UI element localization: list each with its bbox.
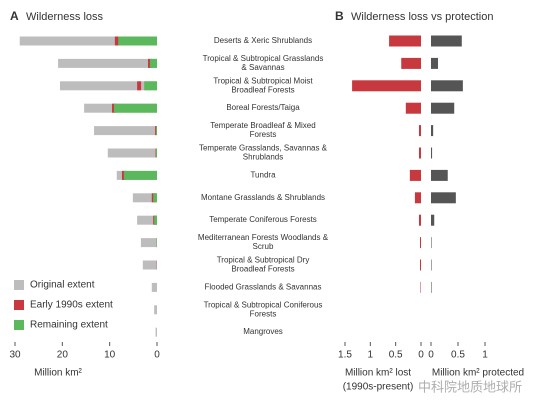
bar [140, 238, 157, 248]
category-label: Montane Grasslands & Shrublands [201, 193, 325, 202]
bar [19, 36, 157, 46]
x-tick-label: 10 [104, 350, 116, 361]
legend-swatch [14, 300, 24, 310]
bar [114, 36, 119, 46]
bar [352, 80, 421, 92]
x-tick-label: 1.5 [338, 350, 352, 361]
bar [113, 103, 157, 113]
bar [431, 147, 433, 159]
x-axis-label: (1990s-present) [343, 382, 414, 393]
category-label: Tropical & Subtropical Moist Broadleaf Fo… [213, 76, 313, 94]
x-tick-label: 30 [9, 350, 21, 361]
watermark: 中科院地质地球所 [418, 379, 522, 394]
x-tick-label: 20 [57, 350, 69, 361]
bar [132, 193, 157, 203]
bar [431, 125, 434, 137]
bar [419, 259, 421, 271]
category-label: Temperate Coniferous Forests [209, 215, 317, 224]
bar [59, 81, 157, 91]
category-label: Boreal Forests/Taiga [226, 103, 300, 112]
bar [418, 147, 421, 159]
bar [156, 148, 157, 158]
bar [431, 214, 435, 226]
bar [58, 58, 157, 68]
x-axis-label: Million km² [34, 368, 82, 379]
bar [431, 281, 432, 293]
bar [431, 102, 455, 114]
chart-title: Wilderness loss vs protection [351, 11, 493, 23]
category-label: Deserts & Xeric Shrublands [214, 36, 312, 45]
bar [151, 282, 157, 292]
bar [431, 237, 432, 249]
bar [118, 36, 157, 46]
legend-label: Early 1990s extent [30, 300, 113, 311]
bar [420, 281, 421, 293]
bar [137, 81, 142, 91]
x-tick-label: 0.5 [389, 350, 403, 361]
bar [144, 81, 157, 91]
bar [418, 214, 421, 226]
bar [431, 57, 439, 69]
legend-swatch [14, 280, 24, 290]
category-label: Mangroves [243, 327, 283, 336]
bar [409, 169, 421, 181]
bar [137, 215, 157, 225]
bar [419, 237, 421, 249]
x-tick-label: 1 [368, 350, 374, 361]
x-axis-label: Million km² lost [345, 368, 411, 379]
bar [431, 169, 448, 181]
legend-label: Remaining extent [30, 320, 108, 331]
bar [154, 215, 157, 225]
bar [431, 192, 456, 204]
bar [154, 305, 157, 315]
legend-label: Original extent [30, 280, 95, 291]
category-label: Tropical & Subtropical Grasslands & Savan… [203, 54, 324, 72]
bar [431, 80, 463, 92]
panel-label: B [335, 9, 344, 23]
x-tick-label: 0 [154, 350, 160, 361]
category-label: Tundra [250, 171, 276, 180]
x-tick-label: 0.5 [451, 350, 465, 361]
bar [142, 260, 157, 270]
category-label: Tropical & Subtropical Coniferous Forests [204, 300, 323, 318]
bar [107, 148, 157, 158]
category-label: Tropical & Subtropical Dry Broadleaf Fore… [217, 256, 310, 274]
category-label: Flooded Grasslands & Savannas [205, 283, 322, 292]
bar [155, 327, 157, 337]
bar [401, 57, 421, 69]
x-tick-label: 0 [418, 350, 424, 361]
bar [149, 58, 157, 68]
bar [418, 125, 421, 137]
panel-label: A [10, 9, 19, 23]
bar [405, 102, 421, 114]
legend-swatch [14, 320, 24, 330]
bar [156, 126, 157, 136]
bar [389, 35, 421, 47]
category-label: Mediterranean Forests Woodlands & Scrub [198, 233, 329, 251]
category-label: Temperate Grasslands, Savannas & Shrublan… [199, 144, 328, 162]
category-label: Temperate Broadleaf & Mixed Forests [210, 121, 315, 139]
bar [431, 259, 432, 271]
x-axis-label: Million km² protected [432, 368, 524, 379]
chart-title: Wilderness loss [26, 11, 104, 23]
bar [431, 35, 462, 47]
bar [414, 192, 421, 204]
bar [153, 193, 157, 203]
x-tick-label: 1 [482, 350, 488, 361]
bar [123, 170, 157, 180]
bar [94, 126, 157, 136]
x-tick-label: 0 [428, 350, 434, 361]
